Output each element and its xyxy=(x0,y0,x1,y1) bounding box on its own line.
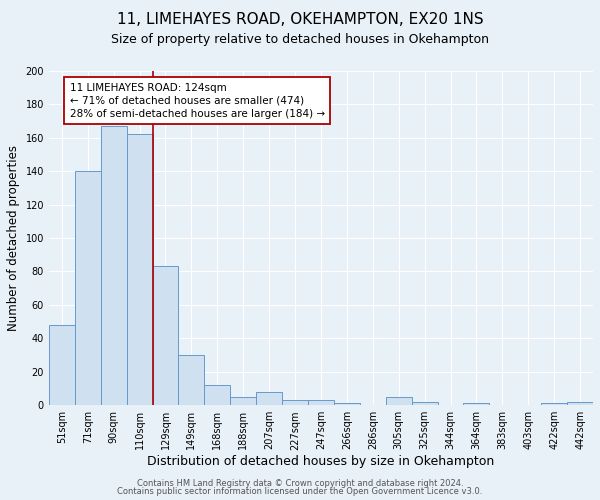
Bar xyxy=(230,397,256,405)
Bar xyxy=(334,404,360,405)
Bar xyxy=(567,402,593,405)
Y-axis label: Number of detached properties: Number of detached properties xyxy=(7,145,20,331)
Text: 11 LIMEHAYES ROAD: 124sqm
← 71% of detached houses are smaller (474)
28% of semi: 11 LIMEHAYES ROAD: 124sqm ← 71% of detac… xyxy=(70,82,325,119)
Bar xyxy=(541,404,567,405)
Text: Contains public sector information licensed under the Open Government Licence v3: Contains public sector information licen… xyxy=(118,487,482,496)
Bar xyxy=(127,134,152,405)
Bar xyxy=(152,266,178,405)
Bar xyxy=(386,397,412,405)
Bar xyxy=(308,400,334,405)
Bar xyxy=(75,171,101,405)
Bar xyxy=(412,402,437,405)
Bar xyxy=(463,404,490,405)
Bar xyxy=(282,400,308,405)
Text: Contains HM Land Registry data © Crown copyright and database right 2024.: Contains HM Land Registry data © Crown c… xyxy=(137,478,463,488)
Bar xyxy=(178,355,205,405)
Text: Size of property relative to detached houses in Okehampton: Size of property relative to detached ho… xyxy=(111,32,489,46)
Bar xyxy=(256,392,282,405)
Bar xyxy=(101,126,127,405)
Bar xyxy=(49,325,75,405)
X-axis label: Distribution of detached houses by size in Okehampton: Distribution of detached houses by size … xyxy=(148,455,494,468)
Text: 11, LIMEHAYES ROAD, OKEHAMPTON, EX20 1NS: 11, LIMEHAYES ROAD, OKEHAMPTON, EX20 1NS xyxy=(116,12,484,28)
Bar xyxy=(205,385,230,405)
